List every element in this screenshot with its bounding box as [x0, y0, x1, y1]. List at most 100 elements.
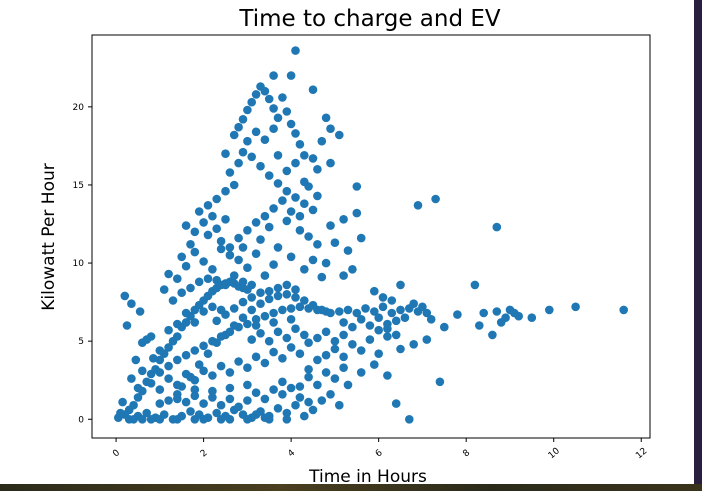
data-point — [225, 243, 235, 252]
data-point — [256, 288, 265, 298]
y-tick-label: 5 — [78, 337, 84, 347]
data-point — [229, 180, 239, 190]
data-point — [229, 321, 239, 330]
data-point — [269, 318, 278, 327]
data-point — [129, 400, 138, 410]
data-point — [282, 408, 292, 418]
data-point — [422, 308, 432, 318]
data-point — [308, 405, 318, 415]
y-tick-label: 15 — [73, 181, 84, 191]
data-point — [264, 286, 274, 296]
data-point — [221, 149, 230, 158]
data-point — [409, 299, 419, 309]
data-point — [243, 105, 252, 115]
data-point — [131, 355, 141, 365]
data-point — [138, 366, 147, 376]
data-point — [286, 252, 296, 262]
data-point — [203, 230, 213, 240]
chart-title: Time to charge and EV — [238, 6, 501, 32]
data-point — [356, 315, 366, 324]
data-point — [269, 204, 278, 213]
data-point — [256, 299, 265, 309]
data-point — [133, 393, 143, 402]
data-point — [273, 327, 283, 337]
data-point — [190, 227, 200, 237]
data-point — [212, 224, 221, 233]
data-point — [413, 201, 423, 210]
data-point — [422, 335, 432, 344]
data-point — [396, 280, 405, 290]
data-point — [256, 235, 265, 244]
data-point — [229, 304, 239, 313]
data-point — [186, 240, 195, 249]
data-point — [155, 415, 165, 424]
data-point — [247, 280, 256, 290]
data-point — [138, 415, 147, 424]
data-point — [286, 207, 296, 216]
data-point — [453, 310, 462, 319]
data-point — [260, 271, 270, 280]
data-point — [127, 374, 136, 383]
data-point — [295, 393, 305, 402]
data-point — [295, 226, 305, 235]
x-axis-label: Time in Hours — [308, 467, 427, 484]
data-point — [356, 233, 366, 243]
data-point — [313, 355, 322, 365]
data-point — [348, 340, 357, 349]
data-point — [300, 199, 309, 208]
data-point — [212, 275, 221, 285]
data-point — [256, 161, 265, 171]
data-point — [321, 258, 331, 268]
data-point — [356, 368, 366, 377]
data-point — [343, 380, 353, 390]
data-point — [405, 415, 414, 424]
data-point — [339, 215, 348, 224]
data-point — [229, 130, 239, 140]
data-point — [203, 274, 213, 284]
data-point — [286, 315, 296, 324]
data-point — [304, 372, 313, 382]
data-point — [247, 293, 256, 302]
data-point — [273, 404, 283, 413]
data-point — [304, 397, 313, 407]
data-point — [181, 308, 191, 318]
data-point — [418, 302, 427, 312]
data-point — [190, 391, 200, 401]
data-point — [619, 305, 628, 315]
data-point — [383, 371, 392, 380]
data-point — [330, 238, 340, 247]
data-point — [308, 255, 318, 265]
data-point — [199, 399, 208, 408]
data-point — [313, 191, 322, 201]
data-point — [199, 366, 208, 376]
data-point — [251, 127, 261, 137]
data-point — [295, 211, 305, 221]
data-point — [264, 94, 274, 104]
data-point — [133, 383, 143, 393]
data-point — [181, 221, 191, 230]
desktop-strip-bottom — [0, 484, 702, 491]
data-point — [177, 382, 186, 391]
data-point — [251, 90, 261, 99]
data-point — [238, 297, 248, 307]
data-point — [269, 347, 278, 357]
data-point — [435, 377, 445, 387]
data-point — [304, 338, 313, 348]
data-point — [221, 186, 230, 196]
data-point — [203, 201, 213, 210]
data-point — [164, 396, 173, 405]
data-point — [216, 244, 226, 254]
data-point — [173, 355, 182, 365]
data-point — [391, 399, 401, 408]
data-point — [208, 371, 217, 380]
data-point — [313, 380, 322, 390]
data-point — [181, 318, 191, 327]
data-point — [234, 255, 243, 265]
data-point — [251, 352, 261, 362]
data-point — [286, 119, 296, 129]
data-point — [243, 263, 252, 273]
data-point — [278, 390, 287, 399]
data-point — [264, 171, 274, 180]
